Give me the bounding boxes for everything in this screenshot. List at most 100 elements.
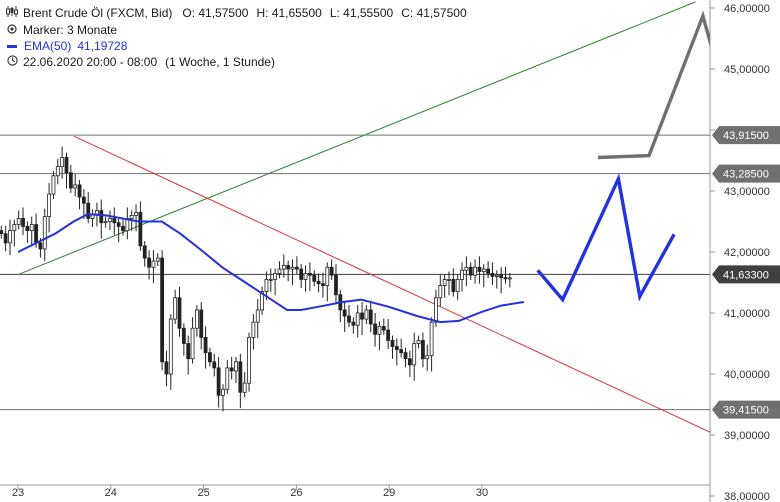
candle-body — [86, 202, 91, 219]
candle-body — [360, 312, 364, 320]
y-tick-label: 38,00000 — [724, 491, 770, 502]
candle-body — [429, 321, 434, 357]
x-tick-label: 25 — [197, 487, 209, 499]
y-tick-label: 42,00000 — [724, 247, 770, 259]
candle-body — [238, 361, 243, 393]
candle-body — [260, 291, 264, 311]
candle-body — [455, 279, 460, 293]
candle-body — [203, 336, 208, 354]
y-tick-label: 46,00000 — [724, 3, 770, 15]
candle-body — [29, 224, 34, 232]
candle-body — [303, 272, 308, 280]
candle-body — [64, 157, 69, 174]
candle-body — [225, 367, 230, 390]
series-ema-50- — [17, 213, 524, 324]
candle-body — [129, 214, 134, 219]
candle-body — [486, 268, 491, 274]
candle-body — [168, 318, 173, 375]
candle-body — [329, 266, 334, 276]
candle-body — [386, 329, 391, 341]
candle-body — [212, 361, 217, 369]
candle-body — [294, 266, 299, 270]
candle-body — [216, 367, 221, 396]
candle-body — [229, 367, 234, 372]
header-marker-row: Marker: 3 Monate — [6, 23, 117, 37]
y-tick-label: 39,00000 — [724, 430, 770, 442]
candle-body — [355, 312, 360, 326]
candle-body — [373, 323, 377, 335]
ema-value: 41,19728 — [77, 39, 128, 53]
candle-body — [177, 297, 182, 329]
candle-body — [394, 346, 399, 350]
candle-body — [321, 283, 325, 286]
candle-body — [468, 266, 473, 276]
candle-body — [390, 340, 395, 347]
candle-body — [234, 361, 238, 372]
price-badge — [712, 265, 780, 284]
header-title-row: Brent Crude Öl (FXCM, Bid) O: 41,57500 H… — [6, 6, 467, 20]
price-badge-label: 41,63300 — [723, 269, 769, 281]
ohlc-high: H: 41,65500 — [256, 6, 322, 20]
candle-body — [160, 257, 165, 363]
price-badge-label: 43,91500 — [723, 130, 769, 142]
candle-body — [173, 297, 178, 320]
candle-body — [299, 268, 304, 280]
candle-body — [208, 352, 212, 363]
candle-body — [473, 266, 477, 276]
candle-body — [12, 224, 17, 232]
resolution-label: (1 Woche, 1 Stunde) — [165, 55, 275, 69]
ema-label: EMA(50) — [24, 39, 72, 53]
y-tick-label: 40,00000 — [724, 369, 770, 381]
candle-body — [364, 309, 369, 320]
trendline-uptrend — [17, 1, 696, 276]
candle-body — [412, 343, 417, 366]
candle-body — [507, 277, 512, 280]
ohlc-open: O: 41,57500 — [182, 6, 249, 20]
series-projection-grey — [597, 10, 710, 160]
candle-body — [155, 257, 160, 262]
candle-body — [247, 336, 251, 384]
candle-body — [273, 272, 278, 280]
candle-body — [142, 245, 147, 259]
price-badge-label: 43,28500 — [723, 169, 769, 181]
candle-body — [481, 268, 486, 272]
candle-body — [147, 257, 151, 268]
header-period-row: 22.06.2020 20:00 - 08:00 (1 Woche, 1 Stu… — [6, 55, 275, 69]
x-tick-label: 30 — [476, 487, 488, 499]
candlestick-icon — [6, 6, 18, 20]
candle-body — [34, 224, 38, 244]
candle-body — [77, 184, 82, 198]
candle-body — [325, 266, 330, 286]
candle-body — [112, 218, 117, 224]
candle-body — [108, 218, 112, 222]
candle-body — [60, 157, 65, 167]
clock-icon — [6, 55, 18, 69]
candle-body — [442, 279, 447, 286]
x-tick-label: 24 — [105, 487, 117, 499]
candle-body — [268, 279, 273, 281]
candle-body — [151, 260, 156, 268]
candle-body — [264, 279, 269, 293]
candle-body — [286, 265, 291, 270]
series-projection-blue — [536, 173, 676, 303]
instrument-title: Brent Crude Öl (FXCM, Bid) — [23, 6, 173, 20]
candle-body — [368, 309, 373, 325]
ema-line-icon — [7, 44, 17, 48]
candle-body — [0, 230, 4, 235]
candle-body — [334, 274, 338, 296]
candle-body — [312, 274, 317, 282]
candle-body — [399, 349, 404, 354]
y-tick-label: 43,00000 — [724, 186, 770, 198]
candle-body — [38, 242, 43, 250]
candle-body — [21, 218, 25, 227]
y-tick-label: 45,00000 — [724, 64, 770, 76]
candle-body — [416, 340, 421, 344]
candle-body — [421, 340, 425, 360]
marker-label: Marker: 3 Monate — [23, 23, 118, 37]
candle-body — [221, 388, 225, 396]
candle-body — [477, 266, 482, 272]
candle-body — [242, 382, 247, 393]
candle-body — [42, 216, 47, 250]
